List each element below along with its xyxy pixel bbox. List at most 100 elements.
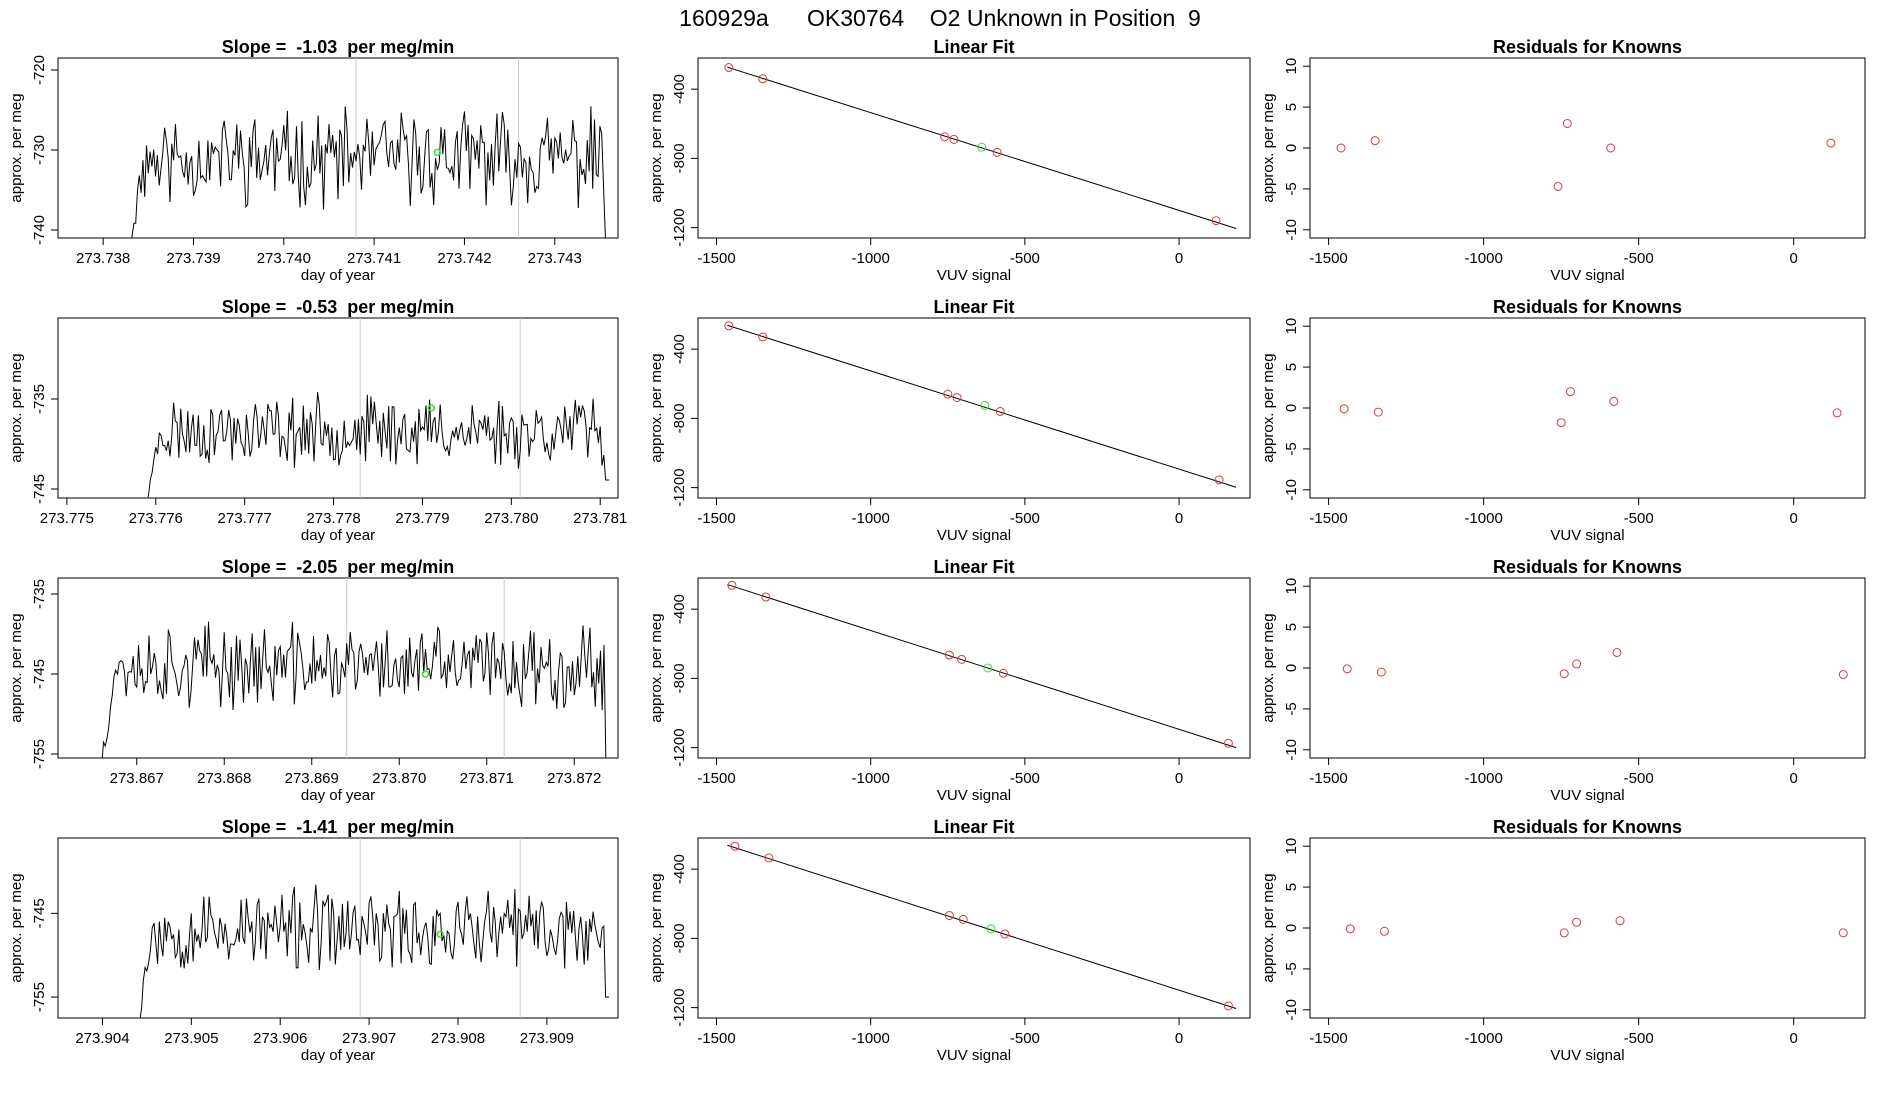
y-tick-label: -5 — [1283, 962, 1300, 975]
panel-title: Linear Fit — [933, 37, 1014, 57]
y-tick-label: -735 — [31, 579, 48, 609]
residual-point — [1556, 418, 1566, 428]
known-point — [949, 134, 959, 144]
x-axis: -1500 -1000 -500 0 VUV signal — [1309, 1018, 1798, 1064]
x-tick-label: -1000 — [1464, 510, 1502, 527]
x-axis: 273.738 273.739 273.740 273.741 273.742 273.7… — [76, 238, 582, 284]
residual-point — [1826, 138, 1836, 148]
known-point — [940, 132, 950, 142]
x-tick-label: -1500 — [1309, 510, 1347, 527]
residual-point — [1559, 928, 1569, 938]
known-point — [1000, 929, 1010, 939]
panel-title: Slope = -1.41 per meg/min — [222, 817, 455, 837]
x-tick-label: 273.779 — [395, 510, 449, 527]
residual-point — [1838, 928, 1848, 938]
x-axis-label: VUV signal — [937, 1047, 1011, 1064]
known-point — [943, 389, 953, 399]
residual-point — [1838, 670, 1848, 680]
residual-point — [1336, 143, 1346, 153]
fit-line — [727, 324, 1237, 488]
panel-title: Slope = -1.03 per meg/min — [222, 37, 455, 57]
known-point — [764, 853, 774, 863]
residual-point — [1832, 408, 1842, 418]
y-axis-label: approx. per meg — [648, 353, 665, 462]
x-axis: -1500 -1000 -500 0 VUV signal — [1309, 498, 1798, 544]
series-line — [147, 392, 610, 498]
x-axis: -1500 -1000 -500 0 VUV signal — [697, 1018, 1183, 1064]
residual-point — [1376, 667, 1386, 677]
x-tick-label: 273.740 — [257, 250, 311, 267]
known-point — [992, 147, 1002, 157]
x-tick-label: -1000 — [1464, 770, 1502, 787]
panel-title: Residuals for Knowns — [1493, 297, 1682, 317]
x-tick-label: -1000 — [852, 1030, 890, 1047]
x-tick-label: 0 — [1175, 250, 1183, 267]
x-tick-label: 273.905 — [164, 1030, 218, 1047]
panel-title: Residuals for Knowns — [1493, 557, 1682, 577]
unknown-point — [433, 148, 442, 157]
x-tick-label: -1500 — [697, 250, 735, 267]
x-axis-label: VUV signal — [937, 787, 1011, 804]
plot-area — [727, 841, 1237, 1011]
y-tick-label: -10 — [1283, 999, 1300, 1021]
y-axis: -1200 -800 -400 approx. per meg — [648, 854, 698, 1027]
y-tick-label: -5 — [1283, 182, 1300, 195]
y-tick-label: -730 — [31, 135, 48, 165]
y-axis-label: approx. per meg — [648, 613, 665, 722]
residual-point — [1342, 664, 1352, 674]
unknown-point — [986, 924, 996, 934]
residual-point — [1553, 181, 1563, 191]
plot-frame — [697, 317, 1251, 499]
x-tick-label: -500 — [1010, 1030, 1040, 1047]
page-title: 160929a OK30764 O2 Unknown in Position 9 — [679, 5, 1201, 31]
x-axis: -1500 -1000 -500 0 VUV signal — [1309, 238, 1798, 284]
y-axis-label: approx. per meg — [8, 93, 25, 202]
plot-frame — [57, 57, 619, 239]
x-tick-label: 273.907 — [342, 1030, 396, 1047]
y-tick-label: -745 — [31, 659, 48, 689]
y-tick-label: 10 — [1283, 838, 1300, 855]
x-tick-label: 273.908 — [431, 1030, 485, 1047]
y-tick-label: -400 — [671, 594, 688, 624]
x-tick-label: 273.904 — [75, 1030, 129, 1047]
panel-residuals-row-1: Residuals for Knowns -1500 -1000 -500 0 VUV s… — [1260, 297, 1866, 544]
y-tick-label: -10 — [1283, 739, 1300, 761]
x-axis: -1500 -1000 -500 0 VUV signal — [697, 238, 1183, 284]
known-point — [944, 650, 954, 660]
unknown-point — [427, 404, 436, 412]
plot-frame — [697, 837, 1251, 1019]
y-tick-label: -800 — [671, 923, 688, 953]
series-line — [131, 106, 609, 238]
x-tick-label: -500 — [1010, 510, 1040, 527]
x-tick-label: -1500 — [1309, 250, 1347, 267]
y-tick-label: -10 — [1283, 219, 1300, 241]
plot-area — [724, 63, 1237, 229]
x-tick-label: 273.780 — [484, 510, 538, 527]
x-tick-label: 0 — [1175, 1030, 1183, 1047]
known-point — [724, 321, 734, 331]
y-axis: -1200 -800 -400 approx. per meg — [648, 334, 698, 507]
residual-point — [1339, 404, 1349, 414]
known-point — [758, 74, 768, 84]
plot-area — [1342, 647, 1848, 680]
x-tick-label: -1500 — [1309, 770, 1347, 787]
unknown-point — [983, 663, 993, 673]
panel-title: Residuals for Knowns — [1493, 37, 1682, 57]
panel-fit-row-2: Linear Fit -1500 -1000 -500 0 VUV signal -1200… — [648, 557, 1251, 804]
y-tick-label: -1200 — [671, 988, 688, 1026]
plot-frame — [697, 577, 1251, 759]
y-tick-label: -400 — [671, 854, 688, 884]
y-tick-label: -755 — [31, 739, 48, 769]
x-axis: 273.904 273.905 273.906 273.907 273.908 273.9… — [75, 1018, 574, 1064]
y-tick-label: -400 — [671, 74, 688, 104]
x-tick-label: 273.870 — [372, 770, 426, 787]
residual-point — [1345, 924, 1355, 934]
x-tick-label: 0 — [1175, 770, 1183, 787]
known-point — [944, 911, 954, 921]
x-axis-label: VUV signal — [937, 527, 1011, 544]
x-axis: 273.775 273.776 273.777 273.778 273.779 273.7… — [40, 498, 627, 544]
y-tick-label: -720 — [31, 55, 48, 85]
y-axis-label: approx. per meg — [648, 93, 665, 202]
known-point — [761, 592, 771, 602]
